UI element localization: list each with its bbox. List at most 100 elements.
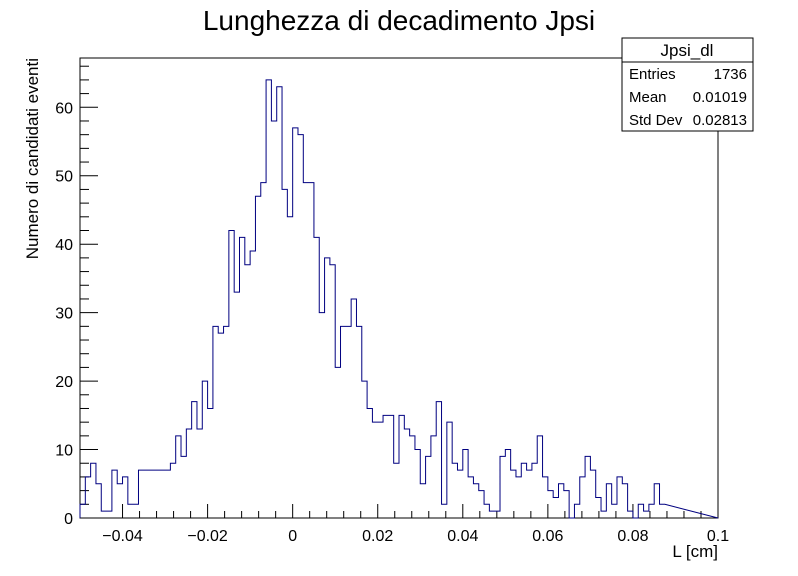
histogram-bin [489, 511, 494, 518]
histogram-bin [415, 450, 420, 518]
histogram-bin [436, 402, 441, 518]
histogram-bin [447, 422, 452, 518]
histogram-bin [202, 381, 207, 518]
histogram-bin [91, 463, 96, 518]
x-tick-label: 0.06 [532, 528, 563, 545]
x-tick-label: 0.1 [707, 528, 729, 545]
histogram-bin [574, 504, 579, 518]
histogram-bin [255, 196, 260, 518]
y-tick-label: 60 [55, 100, 73, 117]
x-axis-title: L [cm] [672, 542, 718, 561]
y-tick-label: 10 [55, 443, 73, 460]
histogram-bin [500, 456, 505, 518]
histogram-bin [638, 504, 643, 518]
histogram-bin [521, 463, 526, 518]
histogram-bin [271, 121, 276, 518]
y-tick-label: 0 [64, 511, 73, 528]
histogram-bin [218, 333, 223, 518]
histogram-bin [330, 265, 335, 518]
histogram-bin [473, 484, 478, 518]
histogram-bin [585, 456, 590, 518]
histogram-bin [282, 189, 287, 518]
histogram-bin [85, 477, 90, 518]
histogram-bin [309, 183, 314, 518]
plot-area: −0.04 −0.02 0 0.02 0.04 0.06 0.08 0.1 0 10 20 30 40… [55, 57, 729, 545]
histogram-bin [468, 477, 473, 518]
histogram-bin [229, 231, 234, 519]
histogram-bin [590, 470, 595, 518]
histogram-bin [426, 456, 431, 518]
histogram-bin [543, 477, 548, 518]
histogram-bin [208, 408, 213, 518]
histogram-bin [420, 484, 425, 518]
histogram-bin [234, 292, 239, 518]
histogram-bin [261, 183, 266, 518]
histogram-bin [341, 326, 346, 518]
histogram-bin [388, 415, 393, 518]
histogram-outline [79, 79, 719, 519]
stats-mean-value: 0.01019 [693, 89, 747, 106]
histogram-bin [165, 470, 170, 518]
x-tick-label: 0.04 [447, 528, 478, 545]
x-tick-label: 0.08 [617, 528, 648, 545]
histogram-bin [617, 477, 622, 518]
histogram-bin [372, 422, 377, 518]
y-tick-label: 30 [55, 306, 73, 323]
histogram-bin [335, 367, 340, 518]
histogram-bin [224, 326, 229, 518]
histogram-bin [495, 511, 500, 518]
histogram-bin [516, 477, 521, 518]
histogram-bin [394, 463, 399, 518]
histogram-bin [250, 251, 255, 518]
histogram-bin [112, 470, 117, 518]
histogram-bin [644, 511, 649, 518]
histogram-bin [346, 326, 351, 518]
histogram-bin [505, 450, 510, 518]
histogram-bin [479, 491, 484, 518]
histogram-bin [170, 463, 175, 518]
histogram-bin [601, 511, 606, 518]
stats-entries-value: 1736 [714, 66, 747, 83]
histogram-bin [378, 422, 383, 518]
histogram-bin [457, 470, 462, 518]
histogram-bin [325, 258, 330, 518]
histogram-bin [404, 429, 409, 518]
histogram-bin [442, 504, 447, 518]
histogram-bin [197, 429, 202, 518]
histogram-bin [484, 504, 489, 518]
histogram-bin [383, 415, 388, 518]
histogram-bin [431, 436, 436, 518]
histogram-bin [287, 217, 292, 518]
histogram-bin [245, 265, 250, 518]
histogram-bin [564, 491, 569, 518]
histogram-bin [463, 450, 468, 518]
histogram-bin [351, 299, 356, 518]
histogram-bin [277, 87, 282, 518]
histogram-bin [580, 477, 585, 518]
stats-entries-label: Entries [629, 66, 676, 83]
histogram-bin [298, 135, 303, 518]
histogram-bin [314, 237, 319, 518]
y-tick-label: 50 [55, 169, 73, 186]
histogram-bin [548, 491, 553, 518]
histogram-bin [660, 504, 665, 518]
histogram-bin [149, 470, 154, 518]
histogram-bin [649, 504, 654, 518]
histogram-bin [367, 408, 372, 518]
histogram-bin [133, 504, 138, 518]
histogram-bin [186, 429, 191, 518]
y-tick-label: 20 [55, 374, 73, 391]
histogram-bin [192, 402, 197, 518]
stats-box: Jpsi_dl Entries 1736 Mean 0.01019 Std De… [621, 37, 754, 132]
histogram-bin [96, 484, 101, 518]
histogram-bin [356, 326, 361, 518]
histogram-bin [410, 436, 415, 518]
histogram-bin [537, 436, 542, 518]
histogram-bin [160, 470, 165, 518]
histogram-bin [553, 497, 558, 518]
x-tick-label: −0.04 [102, 528, 143, 545]
histogram-bin [596, 497, 601, 518]
x-tick-label: 0.02 [362, 528, 393, 545]
histogram-bin [144, 470, 149, 518]
